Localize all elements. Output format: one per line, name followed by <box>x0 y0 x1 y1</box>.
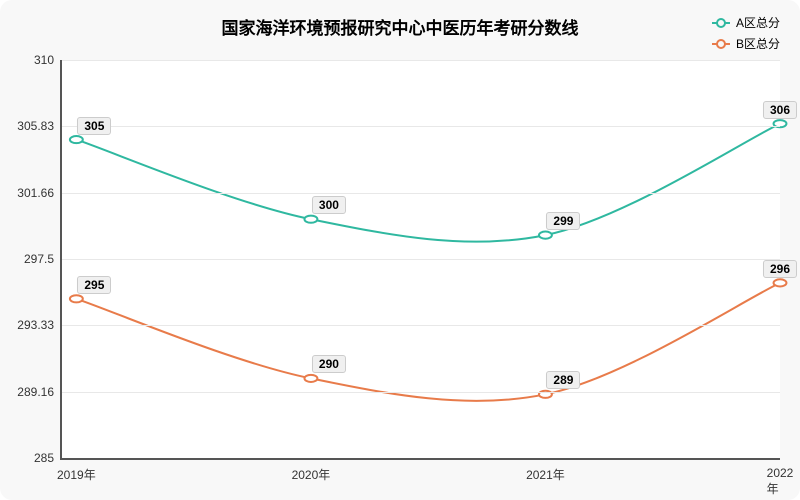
x-axis-label: 2021年 <box>526 458 565 483</box>
point-label: 305 <box>77 117 111 135</box>
plot-area: 285289.16293.33297.5301.66305.833102019年… <box>60 60 780 460</box>
data-point <box>70 136 83 143</box>
x-axis-label: 2020年 <box>292 458 331 483</box>
series-line <box>76 283 780 401</box>
data-point <box>774 279 787 286</box>
series-line <box>76 124 780 242</box>
point-label: 299 <box>546 212 580 230</box>
y-axis-label: 297.5 <box>24 252 62 266</box>
legend-label-b: B区总分 <box>736 35 780 52</box>
chart-container: 国家海洋环境预报研究中心中医历年考研分数线 A区总分 B区总分 285289.1… <box>0 0 800 500</box>
y-axis-label: 301.66 <box>17 186 62 200</box>
legend-label-a: A区总分 <box>736 14 780 31</box>
gridline <box>62 126 780 127</box>
x-axis-label: 2022年 <box>767 458 794 497</box>
gridline <box>62 60 780 61</box>
point-label: 289 <box>546 371 580 389</box>
gridline <box>62 325 780 326</box>
gridline <box>62 259 780 260</box>
chart-title: 国家海洋环境预报研究中心中医历年考研分数线 <box>0 14 800 39</box>
legend-swatch-b <box>712 43 730 45</box>
x-axis-label: 2019年 <box>57 458 96 483</box>
data-point <box>539 232 552 239</box>
point-label: 296 <box>763 260 797 278</box>
point-label: 300 <box>312 196 346 214</box>
point-label: 290 <box>312 355 346 373</box>
point-label: 306 <box>763 101 797 119</box>
legend: A区总分 B区总分 <box>712 14 780 56</box>
data-point <box>304 216 317 223</box>
y-axis-label: 310 <box>34 53 62 67</box>
point-label: 295 <box>77 276 111 294</box>
data-point <box>304 375 317 382</box>
y-axis-label: 305.83 <box>17 119 62 133</box>
gridline <box>62 193 780 194</box>
y-axis-label: 289.16 <box>17 385 62 399</box>
data-point <box>70 295 83 302</box>
gridline <box>62 392 780 393</box>
legend-item-b: B区总分 <box>712 35 780 52</box>
y-axis-label: 293.33 <box>17 318 62 332</box>
legend-item-a: A区总分 <box>712 14 780 31</box>
legend-swatch-a <box>712 22 730 24</box>
